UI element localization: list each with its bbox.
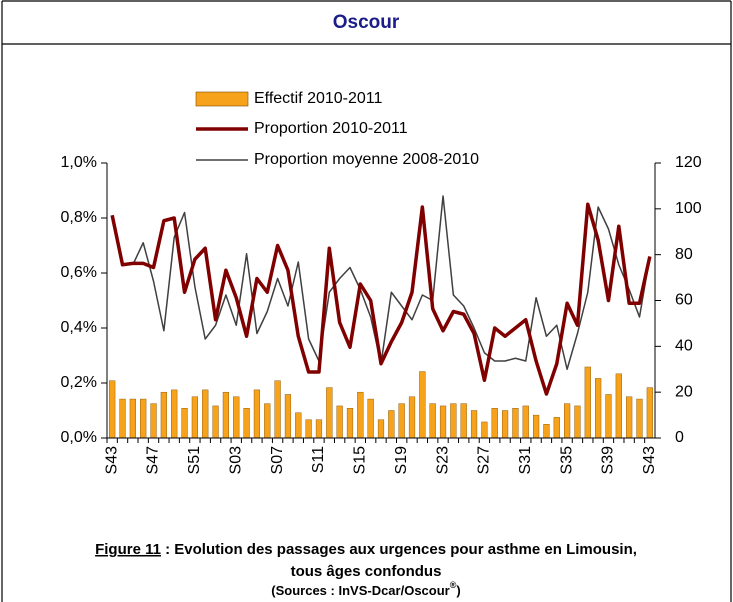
y-tick-label: 1,0% (61, 154, 97, 171)
bar (264, 403, 271, 439)
bar (605, 394, 612, 439)
bar (481, 421, 488, 439)
bar (501, 410, 509, 439)
x-tick-label: S47 (145, 446, 162, 475)
x-tick-label: S43 (103, 446, 120, 475)
x-tick-label: S23 (434, 446, 451, 475)
y-tick-label: 0,6% (61, 264, 97, 281)
x-tick-label: S03 (227, 446, 244, 475)
y2-tick-label: 40 (675, 338, 693, 355)
bar (398, 403, 405, 439)
y2-tick-label: 120 (675, 154, 702, 171)
bar (274, 380, 281, 439)
bar (564, 403, 571, 439)
bar (636, 398, 643, 439)
bar (140, 398, 147, 439)
caption-line1: Figure 11 : Evolution des passages aux u… (95, 541, 637, 558)
bar (450, 403, 457, 439)
x-tick-label: S11 (310, 446, 327, 473)
x-tick-label: S19 (393, 446, 410, 475)
bar (646, 387, 653, 439)
bar (243, 408, 250, 439)
bar (233, 396, 240, 439)
bar (439, 405, 447, 439)
bar (284, 394, 292, 439)
bar (222, 391, 230, 439)
bar (615, 373, 622, 439)
sources-close: ) (456, 583, 460, 598)
bar (336, 405, 343, 439)
bar (377, 419, 385, 439)
bar (346, 408, 354, 439)
bar (367, 398, 374, 439)
bar (171, 389, 178, 439)
y-tick-label: 0,0% (61, 429, 97, 446)
bar (357, 391, 364, 439)
figure-number: Figure 11 (95, 541, 161, 558)
bar (315, 419, 323, 439)
caption-line2: tous âges confondus (291, 563, 442, 580)
bar (626, 396, 633, 439)
bar (543, 424, 550, 439)
bar (191, 396, 198, 439)
x-tick-label: S35 (558, 446, 575, 475)
x-tick-label: S51 (186, 446, 203, 475)
bar (212, 405, 219, 439)
bar (129, 398, 136, 439)
bar (160, 391, 167, 439)
bar (553, 417, 560, 439)
x-tick-label: S27 (476, 446, 493, 475)
y2-tick-label: 20 (675, 383, 693, 400)
x-tick-label: S31 (517, 446, 534, 475)
bar (408, 396, 416, 439)
bar (109, 380, 116, 439)
bar (532, 414, 540, 439)
bar (470, 410, 478, 439)
legend-label: Proportion moyenne 2008-2010 (254, 151, 479, 168)
bar (119, 398, 126, 439)
y-tick-label: 0,4% (61, 319, 97, 336)
legend-label: Effectif 2010-2011 (254, 90, 382, 107)
registered-mark: ® (450, 580, 457, 590)
x-tick-label: S39 (600, 446, 617, 475)
y-tick-label: 0,8% (61, 209, 97, 226)
y2-tick-label: 80 (675, 246, 693, 263)
x-tick-label: S07 (269, 446, 286, 475)
bar (491, 408, 498, 439)
bar (512, 408, 519, 439)
bar (326, 387, 333, 439)
y2-tick-label: 60 (675, 292, 693, 309)
line-series (110, 202, 652, 396)
bar (595, 378, 602, 439)
bar (253, 389, 261, 439)
bar (460, 403, 467, 439)
header-title: Oscour (333, 12, 400, 33)
bar (295, 412, 302, 439)
bar (419, 371, 426, 439)
y2-tick-label: 0 (675, 429, 684, 446)
y-tick-label: 0,2% (61, 374, 97, 391)
bar (522, 405, 529, 439)
legend-swatch (195, 91, 249, 107)
bar (305, 419, 312, 439)
x-tick-label: S15 (352, 446, 369, 475)
bar (181, 408, 188, 439)
x-tick-label: S43 (641, 446, 658, 475)
bar (150, 403, 157, 439)
legend-label: Proportion 2010-2011 (254, 120, 408, 137)
caption-text: : Evolution des passages aux urgences po… (161, 541, 637, 558)
bar (574, 405, 581, 439)
bar (202, 389, 209, 439)
sources-text: (Sources : InVS-Dcar/Oscour (271, 583, 449, 598)
chart: 0,0% 0,2% 0,4% 0,6% 0,8% 1,0% 0 20 40 60 80 100 120 S… (61, 90, 702, 474)
caption-sources: (Sources : InVS-Dcar/Oscour®) (271, 580, 460, 598)
y2-tick-label: 100 (675, 200, 702, 217)
bar (388, 410, 395, 439)
bar (584, 366, 591, 439)
bar (429, 403, 436, 439)
line-series (132, 195, 651, 370)
